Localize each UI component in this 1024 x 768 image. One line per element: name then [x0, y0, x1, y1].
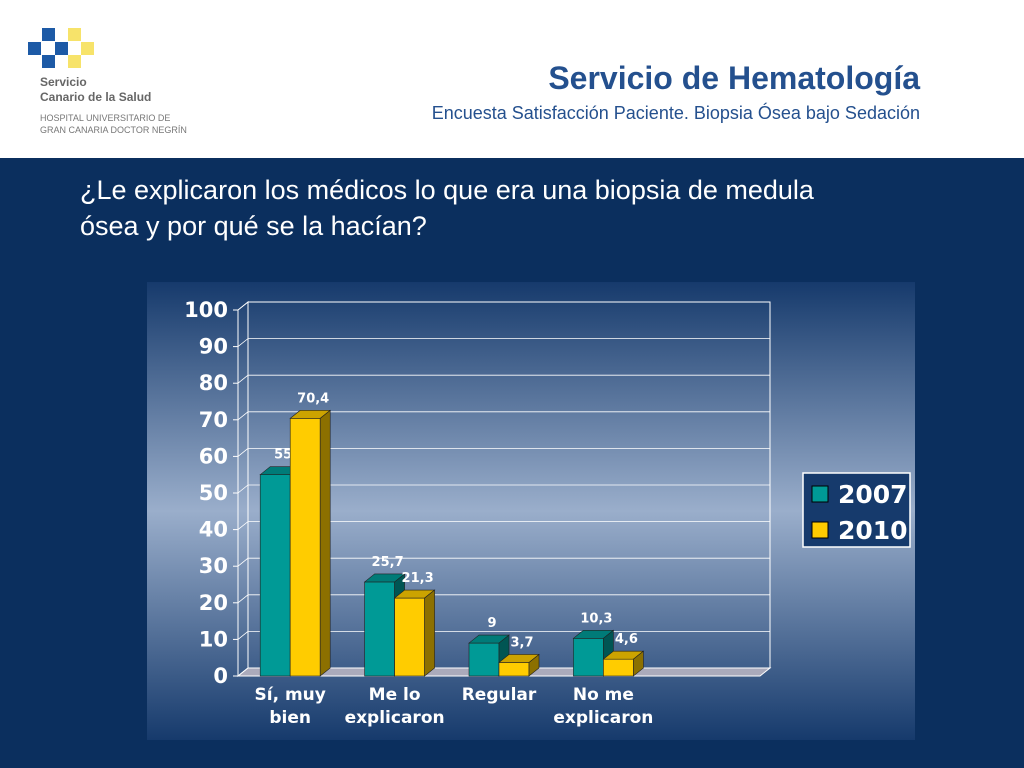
bar	[289, 418, 321, 677]
bar-side	[528, 653, 540, 677]
logo-text: HOSPITAL UNIVERSITARIO DE	[40, 113, 170, 123]
bar	[468, 642, 500, 677]
data-label: 10,3	[580, 611, 612, 626]
legend-swatch	[811, 485, 829, 503]
bar	[498, 662, 530, 677]
y-tick-label: 60	[199, 444, 228, 468]
bar	[603, 658, 634, 677]
logo	[28, 28, 94, 68]
bar-side	[319, 409, 331, 677]
grid-line	[237, 594, 770, 604]
grid-line	[237, 484, 770, 494]
bar	[394, 597, 425, 677]
logo-text: Canario de la Salud	[40, 90, 151, 104]
y-tick-label: 10	[199, 627, 228, 651]
grid-line	[237, 521, 770, 530]
x-tick-label: Regular	[461, 685, 537, 705]
data-label: 3,7	[510, 635, 533, 650]
logo-text: Servicio	[40, 75, 87, 89]
y-tick-label: 30	[199, 554, 228, 578]
legend-label: 2007	[838, 480, 908, 509]
y-tick-label: 90	[199, 335, 228, 359]
y-tick-label: 50	[199, 481, 228, 505]
question: ¿Le explicaron los médicos lo que era un…	[80, 175, 814, 241]
legend-label: 2010	[838, 516, 908, 545]
data-label: 9	[487, 616, 496, 631]
legend-swatch	[811, 521, 829, 539]
grid-line	[237, 447, 770, 457]
x-tick-label: Me lo explicaron	[344, 685, 445, 728]
data-label: 70,4	[297, 391, 329, 406]
grid-line	[237, 301, 770, 311]
grid-line	[237, 374, 770, 384]
y-tick-label: 20	[199, 591, 228, 615]
data-label: 55	[274, 448, 292, 463]
y-tick-label: 40	[199, 518, 228, 542]
bar-side	[424, 589, 435, 677]
x-tick-label: Sí, muy bien	[254, 685, 326, 728]
logo-text: GRAN CANARIA DOCTOR NEGRÍN	[40, 125, 187, 135]
data-label: 4,6	[615, 632, 638, 647]
y-tick-label: 70	[199, 408, 228, 432]
y-tick-label: 80	[199, 371, 228, 395]
grid-line	[237, 338, 770, 347]
title: Servicio de Hematología	[548, 60, 920, 96]
bar	[259, 474, 291, 677]
header-bg	[0, 0, 1024, 158]
bar-side	[633, 650, 644, 677]
bar	[364, 581, 395, 677]
data-label: 21,3	[402, 571, 434, 586]
data-label: 25,7	[372, 555, 404, 570]
y-tick-label: 100	[184, 298, 228, 322]
grid-line	[237, 557, 770, 567]
x-tick-label: No me explicaron	[553, 685, 654, 728]
grid-line	[237, 411, 770, 421]
y-tick-label: 0	[213, 664, 228, 688]
bar	[573, 638, 604, 677]
subtitle: Encuesta Satisfacción Paciente. Biopsia …	[432, 102, 920, 123]
